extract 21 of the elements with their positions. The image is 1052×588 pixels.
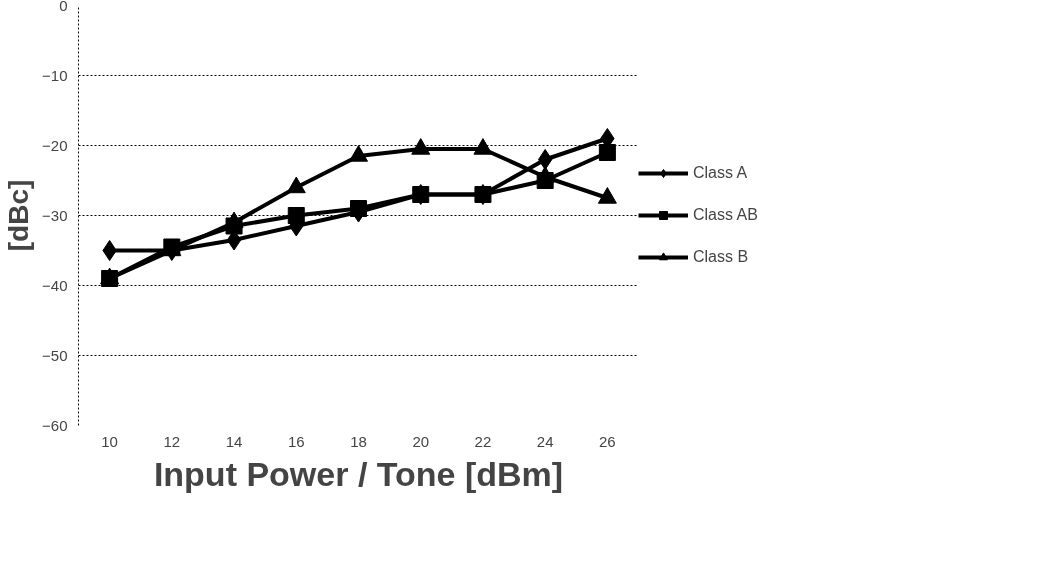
y-tick-label: 0 — [59, 0, 68, 14]
x-tick-label: 14 — [225, 432, 243, 450]
x-tick-label: 10 — [101, 432, 118, 450]
y-tick-label: −60 — [42, 416, 68, 434]
legend-label: Class A — [693, 164, 748, 182]
x-tick-label: 22 — [474, 432, 492, 450]
x-tick-label: 12 — [163, 432, 181, 450]
y-tick-label: −50 — [42, 346, 68, 364]
y-tick-label: −20 — [42, 136, 68, 154]
legend-label: Class AB — [693, 206, 758, 224]
legend-label: Class B — [693, 248, 749, 266]
y-tick-label: −30 — [42, 206, 68, 224]
y-tick-label: −10 — [42, 66, 68, 84]
x-axis-title: Input Power / Tone [dBm] — [153, 454, 564, 493]
y-axis-title: [dBc] — [3, 179, 35, 252]
x-tick-label: 24 — [536, 432, 554, 450]
x-tick-label: 26 — [599, 432, 616, 450]
x-tick-label: 20 — [412, 432, 430, 450]
y-tick-label: −40 — [42, 276, 68, 294]
x-tick-label: 18 — [350, 432, 367, 450]
x-tick-label: 16 — [287, 432, 305, 450]
